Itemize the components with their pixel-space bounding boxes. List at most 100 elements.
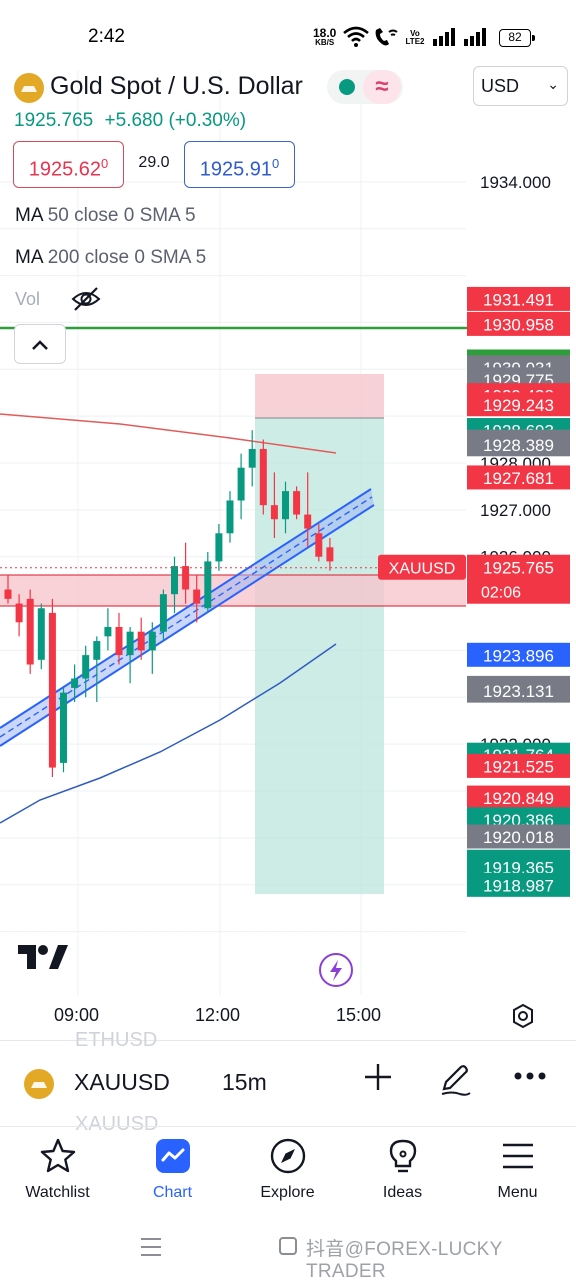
net-speed-unit: KB/S <box>315 38 335 47</box>
price-level-label: 1918.987 <box>483 876 554 895</box>
chart-settings-icon[interactable] <box>510 1003 536 1029</box>
price-chart[interactable]: 1934.0001928.0001927.0001926.0001922.000… <box>0 70 576 1040</box>
nav-menu[interactable]: Menu <box>460 1127 575 1222</box>
channel-fill[interactable] <box>0 489 374 746</box>
lightbulb-icon <box>389 1139 417 1173</box>
candle-body <box>137 631 145 651</box>
delayed-data-icon[interactable]: ≈ <box>363 70 401 104</box>
market-status-pills[interactable]: ≈ <box>327 70 403 104</box>
ghost-symbol-bottom: XAUUSD <box>75 1113 159 1135</box>
more-options-icon[interactable] <box>513 1071 547 1081</box>
price-level-label: 1928.389 <box>483 436 554 455</box>
candle-body <box>104 627 112 637</box>
price-level-tag[interactable] <box>467 642 570 667</box>
candle-body <box>126 631 134 656</box>
price-level-tag[interactable] <box>467 432 570 457</box>
price-level-label: 1923.131 <box>483 682 554 701</box>
watermark-text: 抖音@FOREX-LUCKY TRADER <box>306 1239 503 1280</box>
price-level-tag[interactable] <box>467 824 570 849</box>
lightning-icon[interactable] <box>319 953 353 987</box>
status-bar: 2:42 18.0 KB/S Vo LTE2 82 <box>0 0 576 70</box>
price-level-label: 1930.958 <box>483 315 554 334</box>
price-level-label: 1929.243 <box>483 396 554 415</box>
price-level-tag[interactable] <box>467 753 570 778</box>
add-icon[interactable] <box>362 1061 394 1093</box>
buy-button[interactable]: 1925.910 <box>184 141 295 188</box>
nav-chart[interactable]: Chart <box>115 1127 230 1222</box>
eye-hidden-icon[interactable] <box>70 285 102 313</box>
sell-button[interactable]: 1925.620 <box>13 141 124 188</box>
price-level-tag[interactable] <box>467 678 570 703</box>
compass-icon <box>270 1138 306 1174</box>
menu-icon <box>503 1143 533 1169</box>
indicator-ma-50[interactable]: MA 50 close 0 SMA 5 <box>15 205 196 227</box>
symbol-price-tag-label: XAUUSD <box>389 561 456 578</box>
net-speed-value: 18.0 <box>313 26 337 40</box>
wifi-icon <box>343 26 369 47</box>
candle-body <box>93 641 101 660</box>
ma-200-line <box>0 643 337 824</box>
volte-badge: Vo LTE2 <box>404 30 426 46</box>
candle-body <box>259 448 267 506</box>
channel-upper-line[interactable] <box>0 488 372 729</box>
candle-body <box>82 655 90 679</box>
volte-label: Vo LTE2 <box>405 29 425 46</box>
candle-body <box>304 514 312 529</box>
recent-apps-icon[interactable] <box>139 1236 163 1258</box>
current-price-tag[interactable] <box>467 554 570 604</box>
symbol-title[interactable]: Gold Spot / U.S. Dollar <box>50 72 303 100</box>
gold-symbol-logo <box>14 73 44 103</box>
price-level-tag[interactable] <box>467 785 570 810</box>
currency-select[interactable]: USD ⌄ <box>473 66 568 106</box>
network-speed: 18.0 KB/S <box>313 26 337 48</box>
price-level-label: 1920.018 <box>483 828 554 847</box>
timeframe-selector[interactable]: 15m <box>222 1069 267 1095</box>
indicator-params: 200 close 0 SMA 5 <box>47 247 207 268</box>
candle-body <box>204 561 212 609</box>
collapse-legend-button[interactable] <box>14 324 66 364</box>
price-level-label: 1921.525 <box>483 757 554 776</box>
nav-watchlist[interactable]: Watchlist <box>0 1127 115 1222</box>
stop-loss-zone[interactable] <box>255 374 384 418</box>
candle-body <box>215 533 223 562</box>
price-quote: 1925.765 +5.680 (+0.30%) <box>14 110 246 132</box>
price-level-tag[interactable] <box>467 392 570 417</box>
gold-bars-icon <box>31 1082 47 1088</box>
candle-body <box>293 491 301 515</box>
nav-explore[interactable]: Explore <box>230 1127 345 1222</box>
nav-label: Ideas <box>382 1184 423 1201</box>
price-level-tag[interactable] <box>467 286 570 311</box>
signal-icon <box>433 28 455 46</box>
drawing-tools-icon[interactable] <box>438 1063 472 1097</box>
price-level-label: 1927.681 <box>483 469 554 488</box>
battery-icon: 82 <box>499 29 535 47</box>
price-level-tag[interactable] <box>467 311 570 336</box>
candle-body <box>4 589 12 599</box>
candle-body <box>159 594 167 632</box>
bid-price: 1925.62 <box>28 158 102 181</box>
price-level-tag[interactable] <box>467 872 570 897</box>
home-icon[interactable] <box>278 1236 298 1256</box>
time-axis[interactable]: 09:00 12:00 15:00 <box>0 1000 576 1030</box>
price-level-tag[interactable] <box>467 465 570 490</box>
candle-body <box>26 598 34 665</box>
candle-body <box>282 491 289 520</box>
chart-area[interactable]: 1934.0001928.0001927.0001926.0001922.000… <box>0 70 576 1040</box>
chevron-up-icon <box>32 340 48 350</box>
call-wifi-icon <box>375 28 398 46</box>
candle-body <box>237 467 245 501</box>
price-axis-tick: 1927.000 <box>480 501 551 520</box>
market-open-dot <box>339 79 355 95</box>
candle-body <box>193 589 201 604</box>
indicator-ma-200[interactable]: MA 200 close 0 SMA 5 <box>15 247 206 269</box>
volume-indicator[interactable]: Vol <box>15 289 41 309</box>
bid-price-pip: 0 <box>101 156 109 171</box>
candle-body <box>15 603 23 623</box>
candle-body <box>115 627 123 656</box>
symbol-toolbar: ETHUSD XAUUSD XAUUSD 15m <box>0 1029 576 1135</box>
tradingview-logo <box>18 945 68 969</box>
symbol-selector[interactable]: XAUUSD <box>74 1069 170 1095</box>
candle-body <box>171 566 178 595</box>
symbol-price-tag <box>378 554 466 580</box>
nav-ideas[interactable]: Ideas <box>345 1127 460 1222</box>
